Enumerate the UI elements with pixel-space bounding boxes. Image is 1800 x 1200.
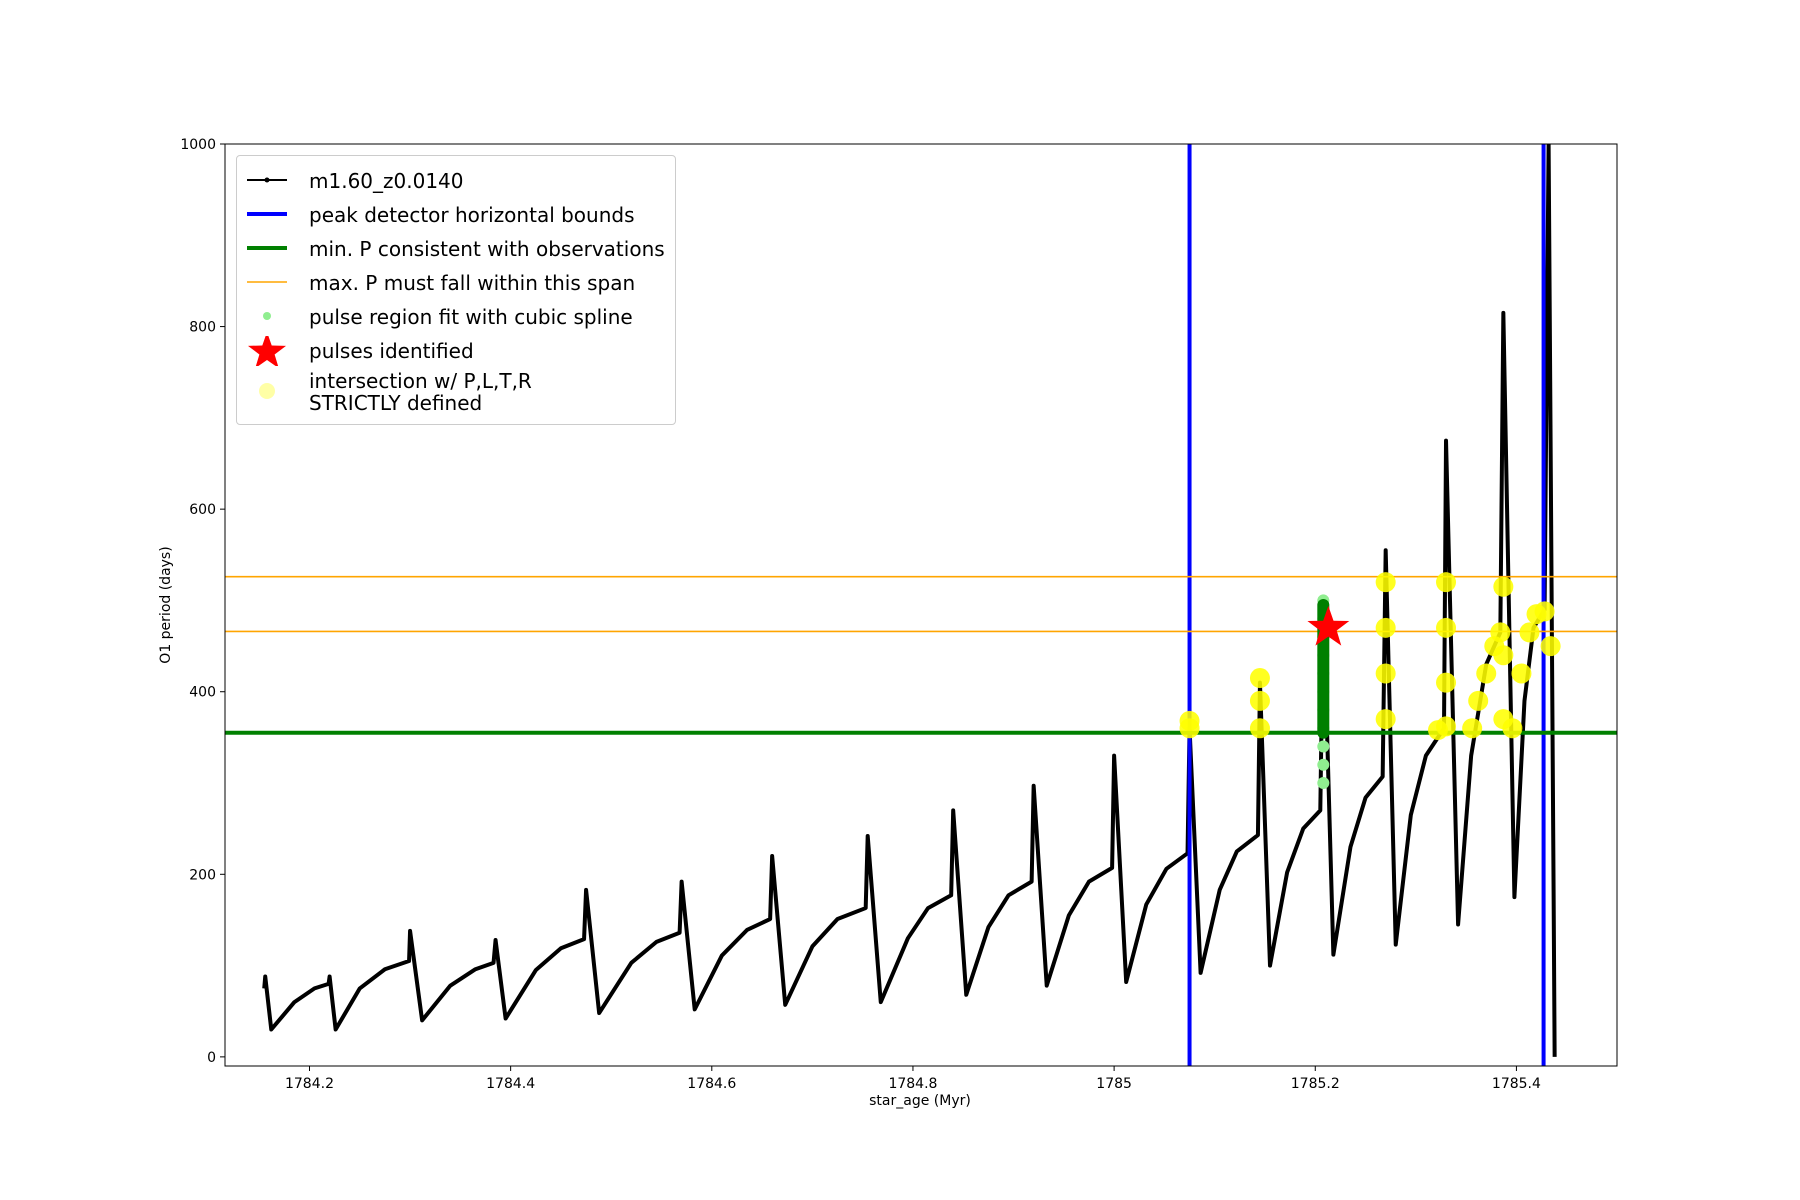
y-tick-label: 200 <box>189 867 216 883</box>
intersection-point <box>1511 663 1532 684</box>
pulse-star <box>1307 605 1350 646</box>
x-tick-label: 1785.4 <box>1492 1076 1541 1092</box>
y-tick-label: 0 <box>207 1050 216 1066</box>
y-tick-label: 600 <box>189 502 216 518</box>
x-tick-label: 1784.8 <box>888 1076 937 1092</box>
y-tick-label: 800 <box>189 320 216 336</box>
intersection-point <box>1534 601 1555 622</box>
plot-area <box>225 144 1617 1066</box>
intersection-point <box>1519 622 1540 643</box>
legend-swatch <box>247 177 287 183</box>
y-axis-label: O1 period (days) <box>158 546 174 663</box>
legend-label: peak detector horizontal bounds <box>309 203 635 227</box>
legend-swatch <box>263 312 271 320</box>
intersection-point <box>1249 668 1270 689</box>
legend-entry: max. P must fall within this span <box>243 268 665 298</box>
pulse-point <box>1317 758 1330 771</box>
x-axis-label: star_age (Myr) <box>869 1093 971 1109</box>
x-tick-label: 1785.2 <box>1291 1076 1340 1092</box>
legend-swatch <box>259 383 275 399</box>
data-line <box>262 144 1557 1057</box>
intersection-point <box>1249 718 1270 739</box>
intersection-point <box>1462 718 1483 739</box>
legend-entry: intersection w/ P,L,T,R STRICTLY defined <box>243 370 665 414</box>
intersection-point <box>1375 709 1396 730</box>
intersection-point <box>1375 617 1396 638</box>
pulse-point <box>1317 777 1330 790</box>
legend-entry: peak detector horizontal bounds <box>243 200 665 230</box>
legend-swatch <box>247 281 287 283</box>
intersection-point <box>1249 690 1270 711</box>
x-tick-label: 1785 <box>1096 1076 1132 1092</box>
legend-label: pulse region fit with cubic spline <box>309 305 633 329</box>
intersection-point <box>1436 672 1457 693</box>
legend-swatch <box>247 336 287 366</box>
x-tick-label: 1784.4 <box>486 1076 535 1092</box>
intersection-point <box>1375 572 1396 593</box>
y-tick-label: 400 <box>189 685 216 701</box>
pulse-point <box>1317 740 1330 753</box>
legend-entry: pulses identified <box>243 336 665 366</box>
intersection-point <box>1490 622 1511 643</box>
swatch <box>259 383 275 399</box>
legend-entry: pulse region fit with cubic spline <box>243 302 665 332</box>
intersection-point <box>1179 710 1200 731</box>
swatch <box>247 336 287 366</box>
intersection-point <box>1436 572 1457 593</box>
intersection-point <box>1493 645 1514 666</box>
legend-swatch <box>247 246 287 250</box>
legend-label: max. P must fall within this span <box>309 271 636 295</box>
swatch <box>263 312 271 320</box>
intersection-point <box>1476 663 1497 684</box>
intersection-point <box>1436 617 1457 638</box>
swatch <box>264 177 270 183</box>
x-tick-label: 1784.6 <box>687 1076 736 1092</box>
legend-entry: m1.60_z0.0140 <box>243 166 665 196</box>
legend-label: intersection w/ P,L,T,R STRICTLY defined <box>309 369 532 415</box>
intersection-point <box>1375 663 1396 684</box>
legend-label: m1.60_z0.0140 <box>309 169 464 193</box>
x-tick-label: 1784.2 <box>285 1076 334 1092</box>
intersection-point <box>1468 690 1489 711</box>
legend-swatch <box>247 212 287 216</box>
axes-frame <box>224 143 1618 1067</box>
intersection-point <box>1493 576 1514 597</box>
legend-label: pulses identified <box>309 339 474 363</box>
intersection-point <box>1540 636 1561 657</box>
intersection-point <box>1436 716 1457 737</box>
intersection-point <box>1502 718 1523 739</box>
y-tick-label: 1000 <box>180 137 216 153</box>
legend-entry: min. P consistent with observations <box>243 234 665 264</box>
legend-label: min. P consistent with observations <box>309 237 665 261</box>
